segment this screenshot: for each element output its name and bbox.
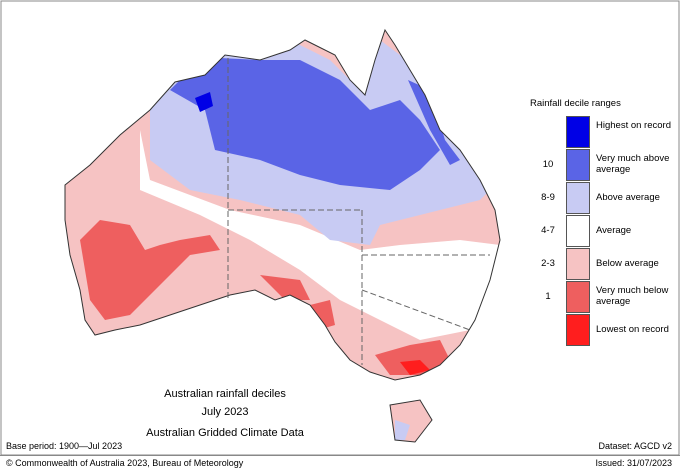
legend-label: Above average	[596, 192, 660, 203]
dataset: Dataset: AGCD v2	[598, 441, 672, 451]
legend-range: 8-9	[541, 192, 555, 203]
legend-label: Average	[596, 225, 632, 236]
above-average-area	[395, 420, 410, 440]
footer-rule	[0, 455, 680, 456]
very-much-above-area	[170, 58, 440, 190]
legend-swatch	[566, 116, 590, 148]
legend-swatch	[566, 248, 590, 280]
highest-area	[195, 92, 213, 112]
legend-title: Rainfall decile ranges	[530, 98, 621, 109]
legend-label: Below average	[596, 258, 659, 269]
lowest-area	[400, 360, 430, 375]
legend-swatch	[566, 182, 590, 214]
legend-swatch	[566, 281, 590, 313]
copyright: © Commonwealth of Australia 2023, Bureau…	[6, 458, 244, 468]
map-title: Australian rainfall deciles	[164, 388, 286, 400]
legend-label: Very much below average	[596, 285, 669, 307]
state-border	[361, 289, 471, 331]
very-much-above-area	[408, 80, 460, 165]
legend-range: 10	[542, 159, 554, 170]
legend-label: Lowest on record	[596, 324, 669, 335]
legend-label: Highest on record	[596, 120, 671, 131]
legend-range: 4-7	[541, 225, 555, 236]
legend-range: 1	[545, 291, 551, 302]
map-source: Australian Gridded Climate Data	[146, 427, 304, 439]
very-much-below-area	[260, 275, 450, 375]
legend-swatch	[566, 314, 590, 346]
legend-swatch	[566, 149, 590, 181]
legend-swatch	[566, 215, 590, 247]
base-period: Base period: 1900—Jul 2023	[6, 441, 123, 451]
very-much-below-area	[80, 220, 220, 320]
coastline	[64, 28, 501, 443]
legend-range: 2-3	[541, 258, 555, 269]
legend-label: Very much above average	[596, 153, 670, 175]
average-area	[140, 130, 500, 340]
map-subtitle: July 2023	[201, 406, 249, 418]
issued: Issued: 31/07/2023	[595, 458, 672, 468]
state-borders	[227, 58, 490, 365]
